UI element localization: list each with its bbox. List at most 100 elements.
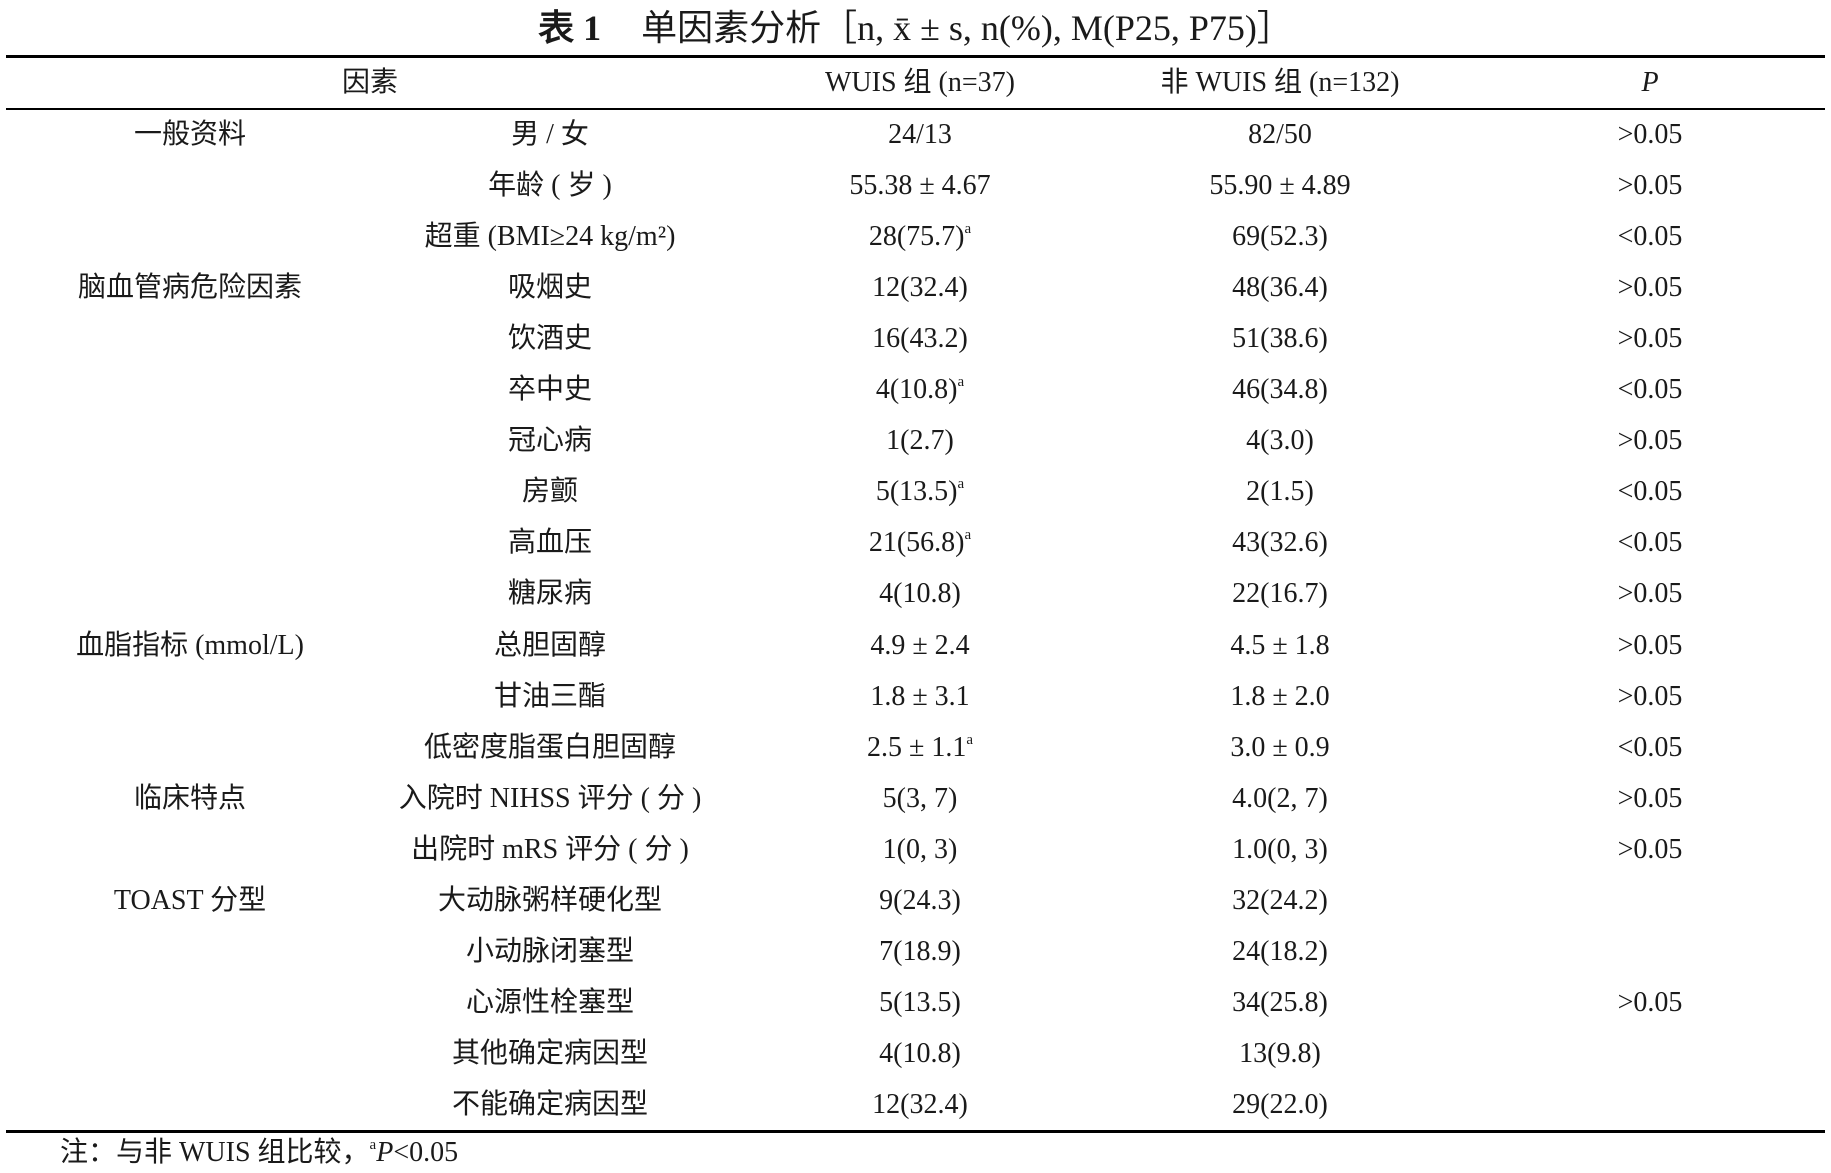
row-item: 糖尿病 (350, 568, 750, 619)
row-non-wuis-value-text: 2(1.5) (1246, 476, 1314, 508)
row-p-value: <0.05 (1500, 211, 1800, 262)
row-category: 临床特点 (40, 773, 340, 824)
row-non-wuis-value-text: 24(18.2) (1232, 935, 1328, 967)
row-wuis-value-text: 16(43.2) (872, 323, 968, 355)
row-item: 总胆固醇 (350, 620, 750, 671)
significance-mark: a (957, 476, 965, 493)
table-row: 小动脉闭塞型 7(18.9) 24(18.2) (0, 926, 1831, 977)
row-item: 冠心病 (350, 415, 750, 466)
row-item-text: 吸烟史 (507, 272, 592, 304)
row-wuis-value: 4(10.8) (760, 1028, 1080, 1079)
row-item-text: 不能确定病因型 (451, 1088, 648, 1120)
row-non-wuis-value-text: 46(34.8) (1232, 374, 1328, 406)
row-p-value: <0.05 (1500, 466, 1800, 517)
row-wuis-value: 16(43.2) (760, 313, 1080, 364)
row-non-wuis-value-text: 3.0 ± 0.9 (1230, 731, 1330, 763)
note-p-symbol: P (376, 1137, 394, 1168)
row-category (40, 415, 340, 466)
row-wuis-value-text: 7(18.9) (879, 935, 961, 967)
row-non-wuis-value: 13(9.8) (1100, 1028, 1460, 1079)
row-non-wuis-value: 51(38.6) (1100, 313, 1460, 364)
row-p-value: >0.05 (1500, 568, 1800, 619)
row-wuis-value: 28(75.7)a (760, 211, 1080, 262)
row-item-text: 饮酒史 (507, 323, 592, 355)
row-item: 年龄 ( 岁 ) (350, 160, 750, 211)
row-wuis-value-text: 1(2.7) (886, 425, 954, 457)
row-item: 不能确定病因型 (350, 1079, 750, 1130)
row-wuis-value: 5(13.5) (760, 977, 1080, 1028)
row-wuis-value-text: 5(13.5) (879, 986, 961, 1018)
row-non-wuis-value: 1.0(0, 3) (1100, 824, 1460, 875)
row-category-text: 脑血管病危险因素 (77, 272, 302, 304)
table-row: 心源性栓塞型 5(13.5) 34(25.8) >0.05 (0, 977, 1831, 1028)
row-category (40, 568, 340, 619)
note-threshold: <0.05 (393, 1137, 459, 1168)
row-category (40, 671, 340, 722)
row-item-text: 冠心病 (507, 425, 592, 457)
row-p-value-text: >0.05 (1617, 782, 1683, 814)
row-non-wuis-value: 32(24.2) (1100, 875, 1460, 926)
row-p-value: <0.05 (1500, 722, 1800, 773)
row-item-text: 年龄 ( 岁 ) (488, 170, 612, 202)
row-category-text: 临床特点 (133, 782, 246, 814)
row-category (40, 722, 340, 773)
row-non-wuis-value-text: 13(9.8) (1239, 1037, 1321, 1069)
row-item-text: 房颤 (521, 476, 578, 508)
table-caption: 表 1 单因素分析［n, x̄ ± s, n(%), M(P25, P75)］ (0, 4, 1831, 52)
row-wuis-value-text: 4.9 ± 2.4 (870, 629, 970, 661)
table-body: 一般资料 男 / 女 24/13 82/50 >0.05 年龄 ( 岁 ) 55.38 ± … (0, 109, 1831, 1130)
row-item-text: 大动脉粥样硬化型 (437, 884, 662, 916)
row-category-text: 一般资料 (133, 119, 246, 150)
row-p-value (1500, 875, 1800, 926)
row-p-value: >0.05 (1500, 620, 1800, 671)
row-non-wuis-value: 4.0(2, 7) (1100, 773, 1460, 824)
row-item: 出院时 mRS 评分 ( 分 ) (350, 824, 750, 875)
row-item: 低密度脂蛋白胆固醇 (350, 722, 750, 773)
row-item: 甘油三酯 (350, 671, 750, 722)
row-p-value (1500, 1028, 1800, 1079)
row-p-value-text: >0.05 (1617, 680, 1683, 712)
row-wuis-value-text: 21(56.8) (868, 527, 965, 559)
row-p-value: >0.05 (1500, 671, 1800, 722)
row-non-wuis-value: 24(18.2) (1100, 926, 1460, 977)
row-category (40, 160, 340, 211)
table-row: 临床特点 入院时 NIHSS 评分 ( 分 ) 5(3, 7) 4.0(2, 7) >0… (0, 773, 1831, 824)
row-non-wuis-value-text: 51(38.6) (1232, 323, 1328, 355)
row-p-value: >0.05 (1500, 109, 1800, 160)
row-p-value: >0.05 (1500, 313, 1800, 364)
table-row: 年龄 ( 岁 ) 55.38 ± 4.67 55.90 ± 4.89 >0.05 (0, 160, 1831, 211)
row-p-value-text: <0.05 (1617, 221, 1683, 253)
row-p-value (1500, 1079, 1800, 1130)
row-wuis-value: 1(0, 3) (760, 824, 1080, 875)
significance-mark: a (964, 527, 972, 544)
row-non-wuis-value: 2(1.5) (1100, 466, 1460, 517)
row-item: 小动脉闭塞型 (350, 926, 750, 977)
table-row: 高血压 21(56.8)a 43(32.6) <0.05 (0, 517, 1831, 568)
row-item-text: 高血压 (507, 527, 592, 559)
row-wuis-value-text: 4(10.8) (875, 374, 958, 406)
row-p-value-text: <0.05 (1617, 374, 1683, 406)
row-p-value: >0.05 (1500, 160, 1800, 211)
row-non-wuis-value: 34(25.8) (1100, 977, 1460, 1028)
row-non-wuis-value: 46(34.8) (1100, 364, 1460, 415)
row-non-wuis-value: 1.8 ± 2.0 (1100, 671, 1460, 722)
row-wuis-value: 9(24.3) (760, 875, 1080, 926)
header-rule (6, 108, 1825, 110)
table-row: 出院时 mRS 评分 ( 分 ) 1(0, 3) 1.0(0, 3) >0.05 (0, 824, 1831, 875)
row-wuis-value-text: 1(0, 3) (882, 833, 958, 865)
row-category (40, 926, 340, 977)
row-wuis-value-text: 9(24.3) (879, 884, 961, 916)
row-p-value-text: >0.05 (1617, 272, 1683, 304)
row-non-wuis-value: 43(32.6) (1100, 517, 1460, 568)
row-wuis-value: 24/13 (760, 109, 1080, 160)
row-non-wuis-value: 69(52.3) (1100, 211, 1460, 262)
table-note: 注：与非 WUIS 组比较，aP<0.05 (60, 1134, 458, 1172)
row-item-text: 低密度脂蛋白胆固醇 (423, 731, 676, 763)
table-row: 不能确定病因型 12(32.4) 29(22.0) (0, 1079, 1831, 1130)
row-p-value-text: >0.05 (1617, 629, 1683, 661)
row-category (40, 466, 340, 517)
row-p-value-text: >0.05 (1617, 119, 1683, 150)
row-wuis-value: 21(56.8)a (760, 517, 1080, 568)
bottom-rule (6, 1130, 1825, 1133)
row-item-text: 糖尿病 (507, 578, 592, 610)
